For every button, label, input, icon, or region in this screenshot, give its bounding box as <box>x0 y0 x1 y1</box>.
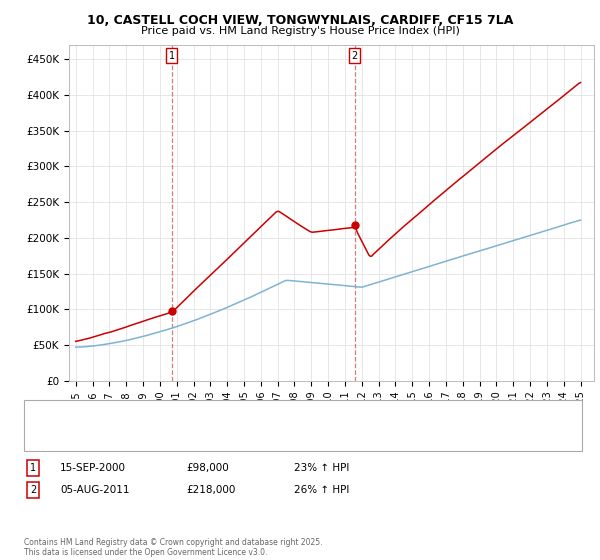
Text: Price paid vs. HM Land Registry's House Price Index (HPI): Price paid vs. HM Land Registry's House … <box>140 26 460 36</box>
Text: 10, CASTELL COCH VIEW, TONGWYNLAIS, CARDIFF, CF15 7LA: 10, CASTELL COCH VIEW, TONGWYNLAIS, CARD… <box>87 14 513 27</box>
Text: 2: 2 <box>352 50 358 60</box>
Text: 2: 2 <box>30 485 36 495</box>
Text: 05-AUG-2011: 05-AUG-2011 <box>60 485 130 495</box>
Text: 15-SEP-2000: 15-SEP-2000 <box>60 463 126 473</box>
Text: 1: 1 <box>169 50 175 60</box>
Text: 1: 1 <box>30 463 36 473</box>
Text: 10, CASTELL COCH VIEW, TONGWYNLAIS, CARDIFF, CF15 7LA (semi-detached house): 10, CASTELL COCH VIEW, TONGWYNLAIS, CARD… <box>72 410 456 419</box>
Text: £98,000: £98,000 <box>186 463 229 473</box>
Text: 26% ↑ HPI: 26% ↑ HPI <box>294 485 349 495</box>
Text: HPI: Average price, semi-detached house, Cardiff: HPI: Average price, semi-detached house,… <box>72 432 295 441</box>
Text: Contains HM Land Registry data © Crown copyright and database right 2025.
This d: Contains HM Land Registry data © Crown c… <box>24 538 323 557</box>
Text: 23% ↑ HPI: 23% ↑ HPI <box>294 463 349 473</box>
Text: £218,000: £218,000 <box>186 485 235 495</box>
